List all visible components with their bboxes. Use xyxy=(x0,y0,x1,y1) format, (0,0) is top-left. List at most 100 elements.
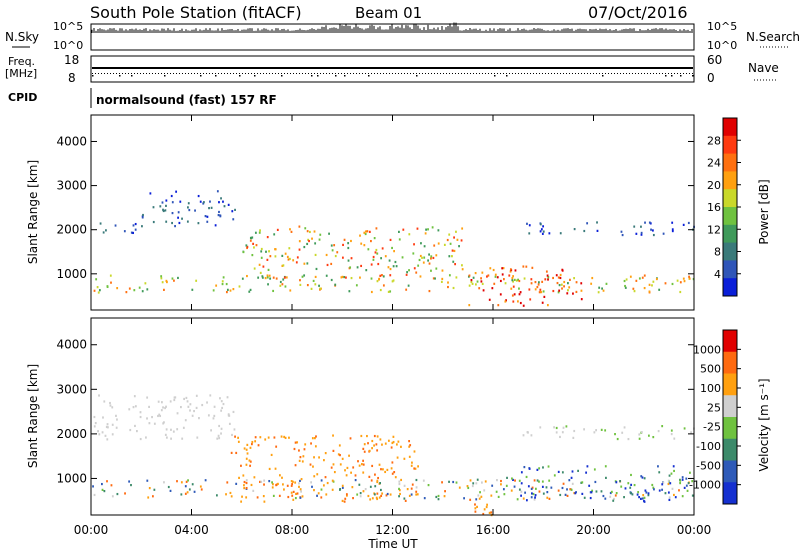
power-data-point xyxy=(276,228,279,232)
power-data-point xyxy=(547,276,550,279)
velocity-data-point xyxy=(415,493,418,496)
power-data-point xyxy=(596,229,599,232)
nave-dot xyxy=(503,73,504,74)
power-data-point xyxy=(671,228,674,231)
velocity-data-point xyxy=(170,428,172,431)
power-data-point xyxy=(573,277,576,280)
freq-tick-top: 18 xyxy=(64,53,79,67)
velocity-data-point xyxy=(395,443,398,446)
power-data-point xyxy=(513,293,516,296)
nave-dot xyxy=(662,73,663,74)
nave-dot xyxy=(509,73,510,74)
freq-label-line2: [MHz] xyxy=(5,67,37,80)
power-data-point xyxy=(160,277,163,280)
velocity-data-point xyxy=(458,486,461,489)
velocity-data-point xyxy=(392,440,395,444)
power-data-point xyxy=(531,266,534,269)
nave-dot xyxy=(608,73,609,74)
velocity-data-point xyxy=(226,481,229,484)
power-data-point xyxy=(601,287,604,290)
velocity-data-point xyxy=(568,479,571,482)
velocity-data-point xyxy=(376,479,379,482)
velocity-colorbar-swatch xyxy=(723,438,737,461)
velocity-colorbar-tick-label: -500 xyxy=(696,459,721,472)
power-data-point xyxy=(312,279,315,283)
power-data-point xyxy=(418,258,421,262)
power-data-point xyxy=(231,210,234,213)
velocity-data-point xyxy=(180,405,182,409)
velocity-data-point xyxy=(534,494,537,497)
velocity-data-point xyxy=(512,478,514,482)
velocity-data-point xyxy=(371,464,374,468)
power-data-point xyxy=(640,233,643,236)
velocity-data-point xyxy=(188,488,191,491)
nave-dot xyxy=(605,73,606,74)
power-ytick-label: 4000 xyxy=(56,134,87,148)
nave-dot xyxy=(194,73,195,74)
power-data-point xyxy=(310,287,313,290)
velocity-data-point xyxy=(516,498,519,501)
velocity-data-point xyxy=(245,481,248,485)
velocity-data-point xyxy=(245,479,248,482)
nave-dot xyxy=(134,73,135,74)
power-data-point xyxy=(596,221,598,224)
velocity-data-point xyxy=(639,497,642,500)
velocity-data-point xyxy=(322,484,325,487)
power-data-point xyxy=(431,226,434,229)
velocity-data-point xyxy=(668,498,671,502)
velocity-data-point xyxy=(116,492,119,496)
power-data-point xyxy=(539,230,542,233)
velocity-data-point xyxy=(376,480,379,484)
power-data-point xyxy=(497,304,500,307)
velocity-data-point xyxy=(296,492,299,495)
nave-dot xyxy=(272,73,273,74)
power-data-point xyxy=(547,278,549,281)
power-data-point xyxy=(501,267,504,270)
velocity-colorbar-tick-label: -100 xyxy=(696,440,721,453)
velocity-data-point xyxy=(574,492,577,495)
velocity-data-point xyxy=(373,434,376,438)
nave-dot xyxy=(440,73,441,74)
power-data-point xyxy=(242,250,245,254)
power-data-point xyxy=(392,279,395,282)
velocity-data-point xyxy=(488,511,491,515)
power-data-point xyxy=(267,283,269,286)
velocity-data-point xyxy=(657,465,659,468)
velocity-data-point xyxy=(641,497,644,500)
velocity-data-point xyxy=(502,488,505,491)
nave-dot xyxy=(641,73,642,74)
velocity-data-point xyxy=(320,488,323,491)
nave-tick-top: 60 xyxy=(707,53,722,67)
velocity-data-point xyxy=(476,505,478,508)
nsky-tick-top: 10^5 xyxy=(53,20,83,33)
power-data-point xyxy=(528,224,531,227)
power-data-point xyxy=(166,280,168,284)
power-data-point xyxy=(356,266,359,269)
power-data-point xyxy=(451,249,454,252)
velocity-data-point xyxy=(101,482,103,486)
power-data-point xyxy=(114,224,117,227)
velocity-data-point xyxy=(681,495,684,498)
power-data-point xyxy=(266,274,269,277)
power-data-point xyxy=(586,222,589,225)
nave-dot xyxy=(482,73,483,74)
velocity-data-point xyxy=(213,414,216,418)
velocity-data-point xyxy=(483,508,486,511)
power-data-point xyxy=(563,285,565,288)
velocity-data-point xyxy=(593,431,596,434)
velocity-data-point xyxy=(393,471,396,474)
velocity-data-point xyxy=(390,467,393,470)
time-tick-label: 04:00 xyxy=(174,523,209,537)
nave-dot xyxy=(344,73,345,74)
velocity-data-point xyxy=(215,494,218,497)
velocity-data-point xyxy=(107,426,109,429)
power-data-point xyxy=(348,290,351,293)
power-data-point xyxy=(162,209,165,213)
power-data-point xyxy=(110,281,112,284)
power-data-point xyxy=(430,269,432,272)
velocity-data-point xyxy=(284,436,287,440)
velocity-data-point xyxy=(341,457,344,460)
power-data-point xyxy=(330,244,333,247)
velocity-data-point xyxy=(538,490,541,493)
velocity-colorbar-swatch xyxy=(723,482,737,505)
